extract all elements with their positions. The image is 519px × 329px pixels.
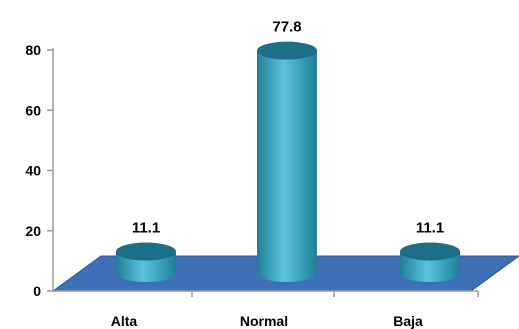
y-tick-label: 80 (25, 42, 41, 58)
bar-top (400, 242, 460, 261)
bar (257, 41, 317, 282)
bar (400, 242, 460, 282)
x-tick-label: Normal (240, 313, 288, 329)
bar-body (257, 50, 317, 282)
x-tick-label: Alta (111, 313, 138, 329)
bar-top (116, 242, 176, 261)
data-label: 77.8 (272, 19, 301, 36)
x-tick-label: Baja (393, 313, 423, 329)
bar (116, 242, 176, 282)
data-label: 11.1 (132, 220, 160, 237)
y-tick-label: 60 (25, 102, 41, 118)
data-label: 11.1 (416, 220, 444, 237)
y-tick-label: 0 (33, 283, 41, 299)
y-tick-label: 40 (25, 163, 41, 179)
y-tick-label: 20 (25, 223, 41, 239)
bar-top (257, 41, 317, 60)
